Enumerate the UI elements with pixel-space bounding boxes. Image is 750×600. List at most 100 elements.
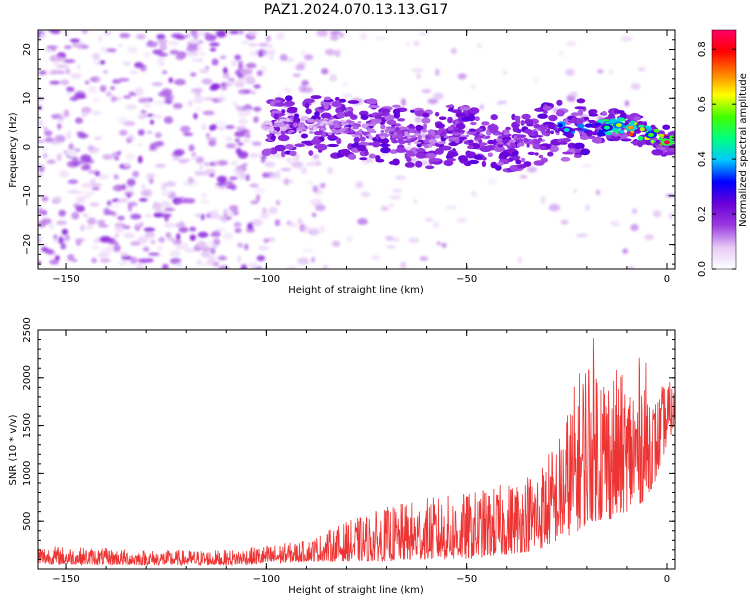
ridge-core-blob [435, 134, 441, 139]
noise-blob [135, 33, 147, 40]
noise-blob [234, 54, 242, 61]
noise-blob [109, 204, 121, 209]
ridge-core-blob [428, 138, 438, 144]
ridge-core-blob [407, 142, 411, 146]
noise-blob [162, 263, 169, 269]
ridge-halo-blob [447, 158, 456, 162]
noise-blob [256, 255, 266, 262]
noise-blob [229, 205, 239, 212]
ridge-halo-blob [459, 106, 471, 111]
noise-blob [620, 36, 633, 42]
spectrogram-heatmap [38, 30, 675, 269]
ridge-halo-blob [660, 153, 668, 157]
ridge-core-blob [518, 134, 527, 138]
noise-blob [209, 173, 215, 178]
noise-blob [43, 126, 48, 131]
noise-blob [75, 239, 82, 246]
noise-blob [156, 57, 165, 64]
ridge-halo-blob [263, 148, 273, 152]
noise-blob [366, 139, 371, 143]
noise-blob [102, 154, 113, 160]
noise-blob [230, 161, 239, 166]
ridge-core-blob [360, 131, 369, 135]
noise-blob [125, 153, 135, 161]
x-tick-label: 0 [664, 274, 670, 285]
noise-blob [210, 209, 219, 215]
ridge-halo-blob [323, 103, 329, 110]
y-tick-label: 10 [22, 92, 33, 105]
noise-blob [177, 51, 187, 59]
ridge-core-blob [322, 117, 329, 121]
y-tick-label: 2000 [22, 365, 33, 390]
noise-blob [148, 252, 160, 256]
noise-blob [213, 158, 219, 166]
noise-blob [76, 64, 81, 70]
ridge-core-blob [524, 141, 529, 144]
noise-blob [597, 69, 604, 74]
ridge-core-blob [301, 116, 310, 121]
ridge-halo-blob [509, 165, 518, 171]
ridge-core-blob [503, 140, 507, 145]
ridge-halo-blob [393, 123, 402, 127]
ridge-core-blob [597, 131, 606, 137]
ridge-halo-blob [375, 155, 381, 161]
noise-blob [200, 213, 205, 221]
noise-blob [44, 130, 53, 137]
ridge-halo-blob [616, 110, 625, 114]
noise-blob [245, 108, 252, 115]
ridge-core-blob [498, 135, 503, 139]
noise-blob [113, 174, 119, 180]
noise-blob [202, 110, 215, 116]
noise-blob [630, 82, 641, 91]
noise-blob [225, 180, 234, 186]
ridge-halo-blob [424, 153, 437, 159]
noise-blob [123, 232, 135, 239]
noise-blob [50, 30, 61, 35]
noise-blob [479, 104, 484, 110]
noise-blob [173, 78, 186, 86]
noise-blob [190, 30, 198, 37]
noise-blob [322, 264, 329, 269]
noise-blob [54, 134, 66, 143]
noise-blob [127, 46, 138, 54]
ridge-halo-blob [527, 151, 536, 156]
noise-blob [216, 175, 228, 183]
noise-blob [292, 154, 298, 161]
noise-blob [123, 120, 136, 127]
noise-blob [129, 70, 139, 75]
noise-blob [94, 61, 101, 65]
noise-blob [68, 143, 74, 152]
noise-blob [128, 91, 135, 96]
noise-blob [262, 172, 269, 178]
ridge-core-blob [328, 120, 334, 125]
ridge-peak-inner [648, 132, 654, 137]
noise-blob [201, 78, 213, 85]
snr-ylabel: SNR (10 * v/v) [8, 414, 19, 485]
noise-blob [361, 160, 368, 165]
noise-blob [168, 40, 179, 46]
noise-blob [329, 31, 342, 35]
noise-blob [413, 199, 418, 204]
y-tick-label: 1500 [22, 413, 33, 438]
noise-blob [319, 182, 326, 189]
noise-blob [55, 220, 68, 226]
noise-blob [406, 41, 410, 47]
noise-blob [238, 30, 244, 35]
ridge-core-blob [509, 139, 517, 143]
noise-blob [136, 64, 147, 69]
noise-blob [217, 125, 226, 131]
ridge-halo-blob [421, 117, 431, 124]
ridge-halo-blob [423, 123, 427, 129]
noise-blob [146, 41, 158, 48]
noise-blob [247, 30, 258, 37]
spectrogram-xlabel: Height of straight line (km) [288, 285, 424, 296]
noise-blob [81, 30, 88, 35]
ridge-core-blob [669, 135, 675, 140]
ridge-halo-blob [336, 137, 342, 145]
noise-blob [357, 218, 368, 225]
noise-blob [188, 176, 194, 184]
ridge-halo-blob [421, 128, 428, 133]
spectrogram-frame [37, 29, 676, 270]
ridge-halo-blob [281, 150, 286, 158]
noise-blob [136, 263, 144, 269]
